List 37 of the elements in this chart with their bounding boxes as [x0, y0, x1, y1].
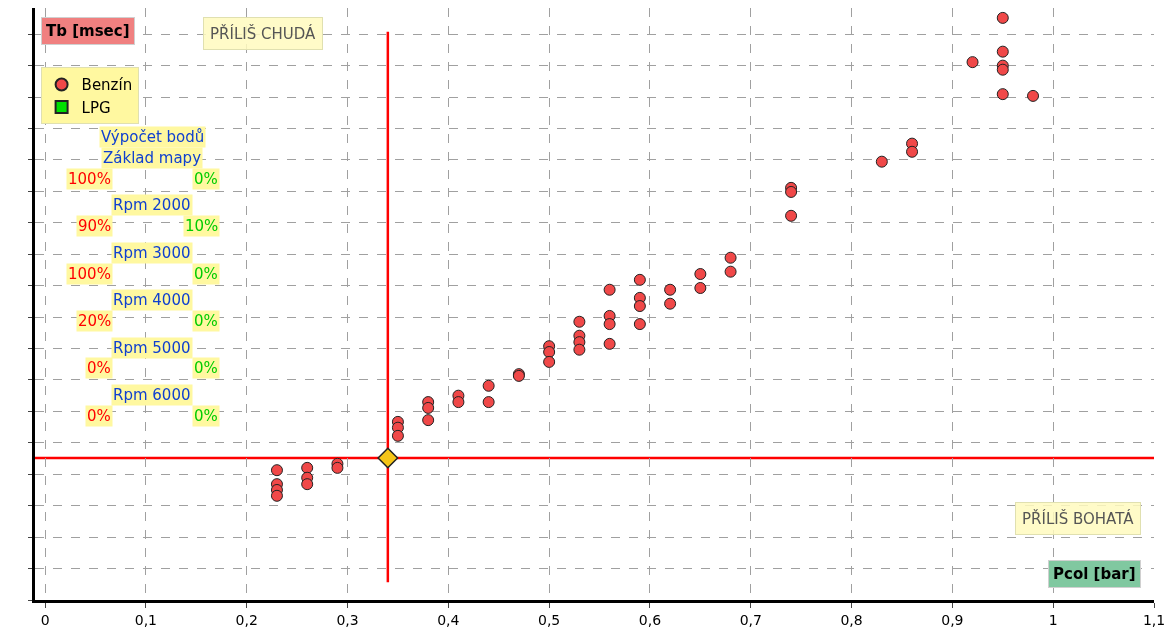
x-tick-label: 0,6 — [638, 611, 662, 628]
x-tick-label: 0,4 — [437, 611, 460, 628]
x-tick-label: 0,9 — [941, 611, 964, 628]
annotation: 0% — [194, 312, 218, 330]
annotation: 10% — [185, 217, 219, 235]
x-tick-label: 0 — [40, 611, 50, 628]
x-tick-label: 0,2 — [235, 611, 258, 628]
x-tick-label: 1 — [1048, 611, 1058, 628]
legend-label: LPG — [81, 98, 111, 117]
annotation: 0% — [194, 265, 218, 283]
annotation: PŘÍLIŠ BOHATÁ — [1022, 509, 1135, 528]
annotation: Rpm 4000 — [113, 291, 191, 309]
y-axis-title: Tb [msec] — [46, 22, 130, 40]
annotation: 90% — [78, 217, 112, 235]
annotation: 0% — [87, 407, 111, 425]
x-tick-label: 0,5 — [538, 611, 561, 628]
annotation: Rpm 2000 — [113, 196, 191, 214]
annotation: 0% — [87, 359, 111, 377]
annotation: PŘÍLIŠ CHUDÁ — [210, 24, 316, 43]
annotation: Rpm 5000 — [113, 339, 191, 357]
x-tick-label: 0,1 — [134, 611, 158, 628]
x-tick-label: 1,1 — [1142, 611, 1166, 628]
x-tick-label: 0,8 — [840, 611, 863, 628]
x-tick-label: 0,3 — [336, 611, 359, 628]
annotation: 100% — [68, 265, 111, 283]
legend-label: Benzín — [81, 76, 133, 95]
x-axis-title: Pcol [bar] — [1053, 565, 1136, 583]
annotation: 100% — [68, 170, 111, 188]
annotation: 0% — [194, 407, 218, 425]
annotation: 0% — [194, 359, 218, 377]
annotation: Rpm 3000 — [113, 244, 191, 262]
annotation: Výpočet bodů — [101, 128, 205, 146]
annotation: 0% — [194, 170, 218, 188]
annotation: Základ mapy — [103, 149, 202, 167]
annotation: Rpm 6000 — [113, 386, 191, 404]
annotation: 20% — [78, 312, 112, 330]
x-tick-label: 0,7 — [739, 611, 762, 628]
